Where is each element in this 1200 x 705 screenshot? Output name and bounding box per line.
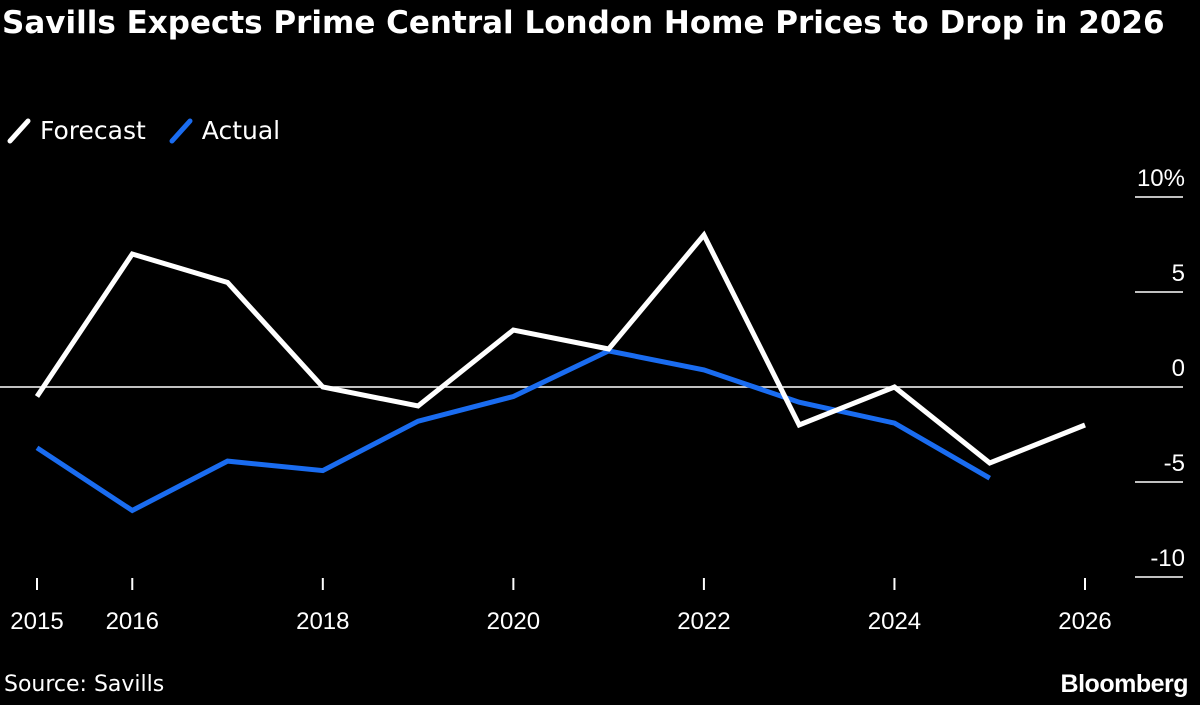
x-tick-label: 2016 <box>106 608 159 635</box>
y-tick-label: 0 <box>1172 355 1185 382</box>
x-tick-label: 2015 <box>10 608 63 635</box>
x-tick-label: 2020 <box>487 608 540 635</box>
x-tick-label: 2024 <box>868 608 921 635</box>
series-line-forecast <box>34 230 1086 466</box>
legend-label-forecast: Forecast <box>40 115 146 145</box>
chart-title: Savills Expects Prime Central London Hom… <box>2 5 1165 41</box>
legend: Forecast Actual <box>6 110 302 150</box>
x-axis: 2015 2016 2018 2020 2022 2024 2026 <box>10 578 1112 635</box>
x-tick-label: 2022 <box>677 608 730 635</box>
y-tick-label: 10% <box>1137 165 1185 192</box>
y-tick-label: -5 <box>1164 450 1185 477</box>
gridlines <box>1135 196 1183 578</box>
legend-item-forecast: Forecast <box>6 115 146 145</box>
y-tick-label: -10 <box>1150 545 1185 572</box>
x-tick-label: 2026 <box>1058 608 1111 635</box>
source-note: Source: Savills <box>4 672 165 697</box>
actual-swatch-icon <box>169 118 193 144</box>
series <box>34 230 1086 514</box>
bloomberg-logo: Bloomberg <box>1060 670 1189 698</box>
y-axis: 10% 5 0 -5 -10 <box>1137 165 1185 572</box>
series-line-actual <box>35 348 991 514</box>
x-tick-label: 2018 <box>296 608 349 635</box>
line-chart: 10% 5 0 -5 -10 2015 2016 2018 2020 2022 2024 2026 <box>0 165 1185 635</box>
legend-item-actual: Actual <box>168 115 280 145</box>
forecast-swatch-icon <box>7 118 31 144</box>
legend-label-actual: Actual <box>201 115 281 145</box>
y-tick-label: 5 <box>1172 260 1185 287</box>
